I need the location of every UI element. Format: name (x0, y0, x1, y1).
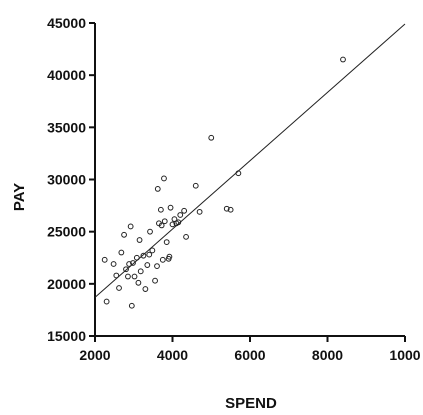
data-point (116, 285, 122, 291)
x-tick-label: 2000 (79, 347, 110, 363)
data-point (161, 175, 167, 182)
data-point (157, 206, 164, 213)
data-points (101, 56, 346, 309)
data-point (235, 170, 242, 177)
data-point (137, 268, 144, 275)
data-point (196, 208, 203, 215)
data-point (126, 261, 133, 267)
data-point (183, 233, 189, 240)
data-point (158, 222, 165, 229)
y-tick-label: 20000 (47, 276, 86, 292)
y-tick-label: 40000 (47, 67, 86, 83)
x-tick-label: 8000 (312, 347, 343, 363)
data-point (166, 253, 173, 260)
y-tick-label: 30000 (47, 172, 86, 188)
data-point (167, 204, 174, 211)
data-point (128, 302, 135, 309)
data-point (113, 272, 120, 279)
x-tick-label: 1000 (389, 347, 420, 363)
data-point (118, 249, 125, 256)
data-point (131, 273, 138, 280)
data-point (154, 185, 161, 192)
y-axis-title: PAY (11, 183, 28, 211)
y-tick-label: 15000 (47, 328, 86, 344)
y-tick-label: 35000 (47, 119, 86, 135)
data-point (177, 212, 184, 218)
x-axis-title: SPEND (225, 395, 277, 412)
data-point (121, 231, 127, 238)
data-point (103, 298, 110, 305)
plot-frame (94, 23, 405, 337)
data-point (163, 239, 170, 246)
data-point (127, 223, 134, 230)
regression-line-group (94, 23, 406, 298)
data-point (149, 247, 156, 254)
data-point (125, 273, 131, 280)
data-point (123, 266, 129, 273)
data-point (140, 252, 147, 259)
x-axis: 2000 4000 6000 8000 1000 (79, 336, 421, 363)
y-tick-label: 25000 (47, 224, 86, 240)
data-point (340, 56, 346, 63)
data-point (154, 263, 160, 269)
x-tick-label: 6000 (234, 347, 265, 363)
data-point (142, 286, 149, 292)
data-point (146, 251, 153, 258)
data-point (133, 254, 140, 261)
data-point (144, 262, 151, 268)
y-axis: 15000 20000 25000 30000 35000 40000 45000 (47, 15, 95, 344)
data-point (130, 260, 136, 266)
data-point (159, 256, 166, 263)
data-point (208, 134, 215, 141)
data-point (152, 277, 158, 284)
data-point (161, 218, 168, 225)
regression-line (94, 23, 406, 298)
data-point (223, 205, 230, 212)
data-point (169, 221, 176, 228)
data-point (227, 206, 234, 213)
data-point (175, 219, 182, 226)
data-point (192, 182, 199, 189)
data-point (181, 207, 188, 214)
data-point (147, 228, 153, 235)
x-tick-label: 4000 (157, 347, 188, 363)
y-tick-label: 45000 (47, 15, 86, 31)
data-point (135, 279, 142, 286)
data-point (136, 237, 143, 243)
data-point (101, 256, 108, 263)
data-point (110, 261, 117, 267)
